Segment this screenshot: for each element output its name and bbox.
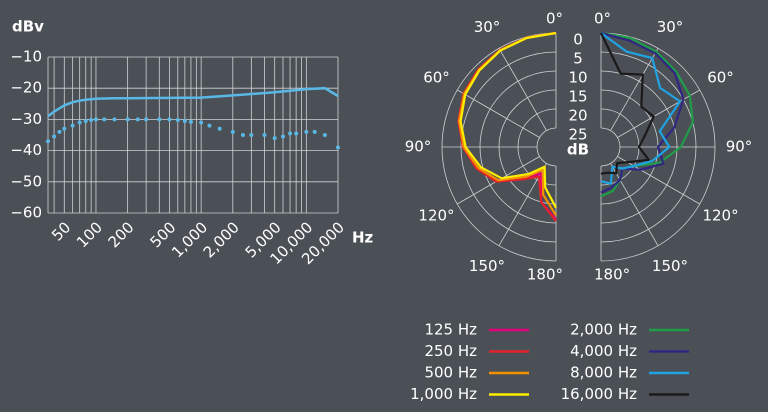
legend-label: 4,000 Hz — [570, 342, 637, 360]
polar-spoke — [498, 48, 547, 131]
y-tick-label: −40 — [10, 141, 42, 159]
theta-tick-label: 30° — [657, 18, 684, 36]
polar-spoke — [610, 48, 659, 131]
theta-tick-label: 90° — [405, 138, 432, 156]
r-tick-label: 10 — [568, 69, 587, 87]
data-dot — [322, 133, 327, 137]
theta-tick-label: 180° — [527, 266, 563, 284]
y-tick-label: −60 — [10, 204, 42, 222]
data-dot — [294, 131, 299, 136]
theta-tick-label: 30° — [474, 18, 501, 36]
polar-curve — [600, 32, 682, 185]
data-dot — [77, 120, 82, 125]
data-dot — [125, 117, 130, 122]
data-dot — [230, 129, 235, 134]
legend-label: 125 Hz — [424, 321, 477, 339]
legend-label: 250 Hz — [424, 342, 477, 360]
data-dot — [144, 117, 149, 122]
polar-spoke — [610, 163, 659, 246]
data-dot — [241, 133, 246, 137]
data-dot — [175, 118, 180, 123]
data-dot — [46, 139, 50, 144]
theta-tick-label: 60° — [707, 69, 734, 87]
r-axis-label: dB — [567, 141, 589, 159]
data-dot — [262, 133, 267, 137]
y-tick-label: −50 — [10, 172, 42, 190]
polar-curve — [600, 31, 685, 194]
polar-spoke — [457, 89, 540, 138]
data-dot — [288, 131, 293, 136]
theta-tick-label: 120° — [418, 207, 454, 225]
data-dot — [62, 126, 67, 131]
x-axis-label: Hz — [352, 229, 374, 247]
theta-tick-label: 60° — [423, 69, 450, 87]
theta-tick-label: 180° — [594, 266, 630, 284]
legend-label: 500 Hz — [424, 364, 477, 382]
polar-spoke — [617, 156, 700, 205]
y-axis-label: dBv — [12, 18, 44, 36]
r-tick-label: 0 — [573, 31, 583, 49]
data-dot — [102, 117, 107, 122]
data-dot — [312, 129, 317, 134]
y-tick-label: −20 — [10, 79, 42, 97]
legend-label: 1,000 Hz — [410, 385, 477, 403]
response-line — [47, 86, 339, 118]
theta-tick-label: 150° — [469, 257, 505, 275]
theta-tick-label: 150° — [652, 257, 688, 275]
polar-curve — [600, 32, 655, 175]
theta-tick-label: 0° — [594, 10, 611, 28]
theta-tick-label: 0° — [546, 10, 563, 28]
data-dot — [272, 136, 277, 141]
y-tick-label: −30 — [10, 110, 42, 128]
data-dot — [199, 120, 204, 125]
r-tick-label: 20 — [568, 107, 587, 125]
r-tick-label: 15 — [568, 88, 587, 106]
data-dot — [207, 123, 212, 128]
data-dot — [157, 117, 162, 122]
r-tick-label: 5 — [573, 50, 583, 68]
legend-label: 16,000 Hz — [561, 385, 638, 403]
data-dot — [217, 126, 222, 131]
data-dot — [83, 118, 88, 123]
theta-tick-label: 120° — [702, 207, 738, 225]
data-dot — [52, 134, 57, 139]
data-dot — [280, 134, 285, 139]
polar-ring — [536, 127, 557, 167]
data-dot — [89, 118, 94, 123]
polar-spoke — [617, 89, 700, 138]
y-tick-label: −10 — [10, 48, 42, 66]
polar-ring — [600, 127, 621, 167]
legend-label: 2,000 Hz — [570, 321, 637, 339]
data-dot — [188, 119, 193, 124]
data-dot — [336, 145, 340, 150]
data-dot — [167, 117, 172, 122]
data-dot — [70, 123, 75, 128]
theta-tick-label: 90° — [726, 138, 753, 156]
legend-label: 8,000 Hz — [570, 364, 637, 382]
data-dot — [135, 117, 140, 122]
data-dot — [182, 118, 187, 123]
data-dot — [57, 129, 62, 134]
polar-curve — [459, 31, 557, 209]
r-tick-label: 25 — [568, 126, 587, 144]
data-dot — [112, 117, 117, 122]
data-dot — [93, 117, 98, 122]
data-dot — [304, 129, 309, 134]
data-dot — [249, 133, 254, 137]
